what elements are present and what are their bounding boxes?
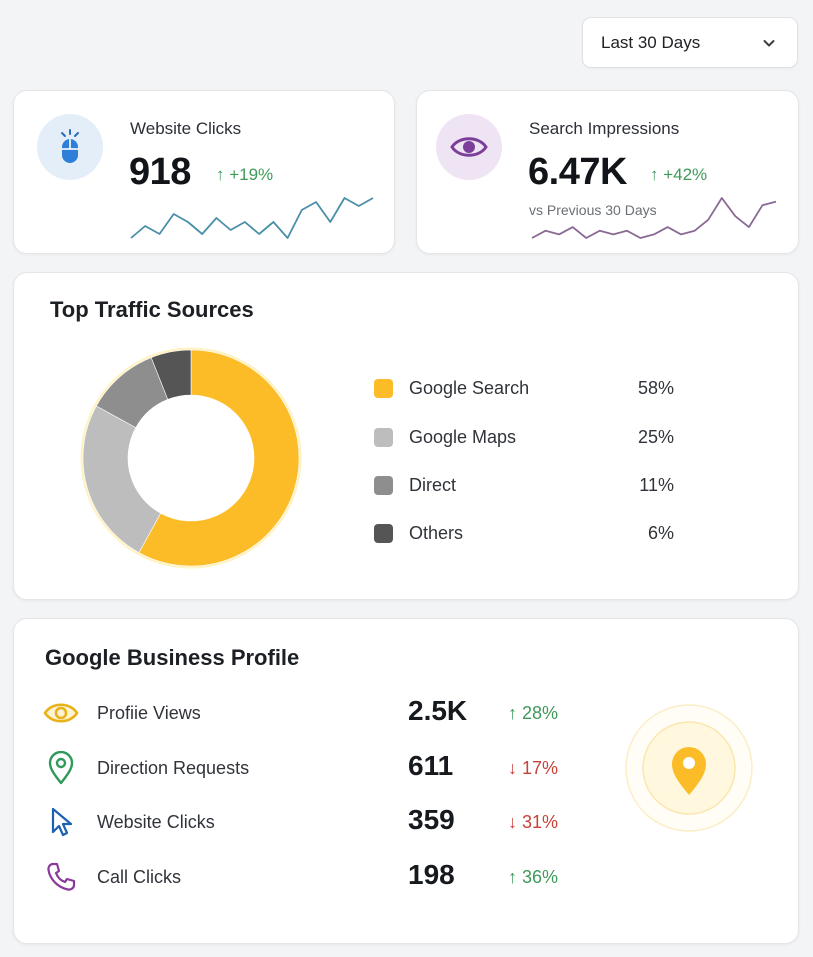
eye-icon <box>436 114 502 180</box>
search-impressions-sparkline <box>531 197 777 239</box>
donut-slice-google-maps <box>82 405 162 554</box>
metric-value: 359 <box>408 804 455 835</box>
legend-swatch <box>374 523 393 543</box>
traffic-sources-title: Top Traffic Sources <box>50 297 254 322</box>
legend-value: 25% <box>637 426 674 447</box>
website-clicks-sparkline <box>130 197 374 239</box>
website-clicks-row: Website Clicks 359 ↓ 31% <box>42 802 582 842</box>
legend-item: Others 6% <box>374 520 674 546</box>
donut-glow <box>80 347 302 569</box>
mouse-icon <box>37 114 103 180</box>
legend-swatch <box>374 475 393 495</box>
location-pin-icon <box>625 704 753 832</box>
profile-views-row: Profiie Views 2.5K ↑ 28% <box>42 693 582 733</box>
metric-label: Profiie Views <box>97 703 201 723</box>
traffic-sources-card: Top Traffic Sources Google Search 58% Go… <box>13 272 799 600</box>
legend-label: Direct <box>409 474 457 495</box>
legend-value: 6% <box>647 522 674 543</box>
phone-icon <box>42 859 80 895</box>
metric-value: 2.5K <box>408 695 468 726</box>
call-clicks-row: Call Clicks 198 ↑ 36% <box>42 857 582 897</box>
website-clicks-label: Website Clicks <box>130 119 242 138</box>
legend-label: Google Search <box>409 377 530 398</box>
search-impressions-card: Search Impressions 6.47K ↑ +42% vs Previ… <box>416 90 799 254</box>
legend-label: Others <box>409 522 464 543</box>
search-impressions-label: Search Impressions <box>529 119 680 138</box>
donut-slice-others <box>150 349 192 400</box>
search-impressions-change: ↑ +42% <box>650 165 708 184</box>
direction-requests-row: Direction Requests 611 ↓ 17% <box>42 748 582 788</box>
comparison-period-text: vs Previous 30 Days <box>529 202 657 218</box>
donut-slice-google-search <box>138 349 300 567</box>
date-range-value: Last 30 Days <box>601 32 701 52</box>
metric-change: ↑ 36% <box>508 867 559 887</box>
website-clicks-change: ↑ +19% <box>216 165 274 184</box>
metric-change: ↑ 28% <box>508 703 559 723</box>
metric-change: ↓ 17% <box>508 758 559 778</box>
sparkline-line <box>130 197 374 239</box>
business-profile-card: Google Business Profile Profiie Views 2.… <box>13 618 799 944</box>
legend-label: Google Maps <box>409 426 517 447</box>
traffic-donut-chart <box>80 347 302 569</box>
legend-item: Google Maps 25% <box>374 424 674 450</box>
legend-swatch <box>374 378 393 398</box>
date-range-dropdown[interactable]: Last 30 Days <box>582 17 798 68</box>
business-profile-title: Google Business Profile <box>45 645 300 670</box>
metric-label: Direction Requests <box>97 758 250 778</box>
cursor-icon <box>42 804 80 840</box>
location-badge <box>624 703 754 833</box>
metric-change: ↓ 31% <box>508 812 559 832</box>
chevron-down-icon <box>763 39 775 46</box>
legend-value: 58% <box>637 377 674 398</box>
search-impressions-value: 6.47K <box>528 151 627 193</box>
eye-icon <box>42 695 80 731</box>
metric-value: 611 <box>408 750 454 781</box>
sparkline-line <box>531 197 777 239</box>
legend-item: Direct 11% <box>374 472 674 498</box>
website-clicks-card: Website Clicks 918 ↑ +19% <box>13 90 395 254</box>
map-pin-icon <box>42 750 80 786</box>
legend-swatch <box>374 427 393 447</box>
website-clicks-value: 918 <box>129 151 191 193</box>
metric-label: Call Clicks <box>97 867 182 887</box>
metric-label: Website Clicks <box>97 812 215 832</box>
legend-item: Google Search 58% <box>374 375 674 401</box>
legend-value: 11% <box>639 474 674 495</box>
metric-value: 198 <box>408 859 455 890</box>
